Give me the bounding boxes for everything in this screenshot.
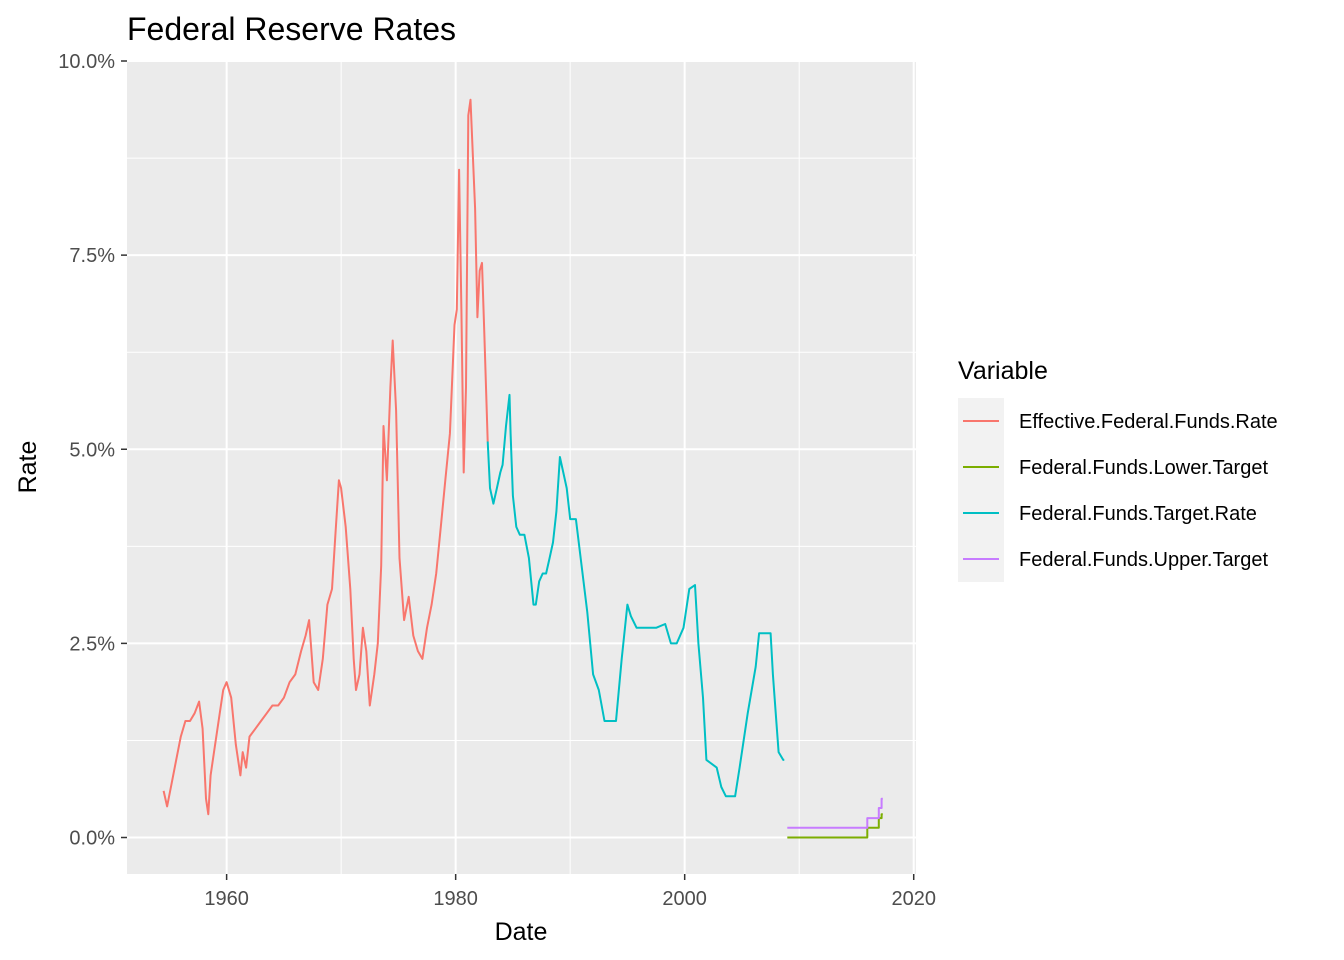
series-line-federal-funds-target-rate: [486, 393, 785, 798]
series-lines: [162, 98, 883, 839]
legend-title: Variable: [958, 357, 1048, 385]
y-axis-title: Rate: [14, 441, 42, 494]
x-tick-label: 1960: [204, 888, 249, 910]
plot-panel: [127, 61, 916, 874]
series-line-effective-federal-funds-rate: [162, 98, 489, 816]
legend: Variable Effective.Federal.Funds.Rate Fed…: [958, 357, 1278, 582]
series-line-federal-funds-upper-target: [787, 797, 883, 829]
minor-gridlines: [127, 61, 916, 874]
x-tick-label: 2000: [662, 888, 707, 910]
y-tick-label: 2.5%: [69, 633, 115, 655]
y-tick-label: 0.0%: [69, 828, 115, 850]
legend-label-federal-funds-target-rate: Federal.Funds.Target.Rate: [1019, 503, 1257, 525]
legend-label-effective-federal-funds-rate: Effective.Federal.Funds.Rate: [1019, 411, 1278, 433]
y-tick-label: 7.5%: [69, 245, 115, 267]
x-tick-label: 1980: [433, 888, 478, 910]
y-tick-label: 10.0%: [58, 51, 115, 73]
x-tick-label: 2020: [891, 888, 936, 910]
major-gridlines: [127, 60, 916, 874]
legend-label-federal-funds-upper-target: Federal.Funds.Upper.Target: [1019, 549, 1268, 571]
chart-title: Federal Reserve Rates: [127, 11, 456, 47]
axes: 1960 1980 2000 2020 0.0% 2.5% 5.0% 7.5% 10.0%: [58, 51, 936, 910]
x-axis-title: Date: [495, 918, 548, 946]
series-line-federal-funds-lower-target: [787, 813, 883, 839]
y-tick-label: 5.0%: [69, 439, 115, 461]
legend-label-federal-funds-lower-target: Federal.Funds.Lower.Target: [1019, 457, 1268, 479]
